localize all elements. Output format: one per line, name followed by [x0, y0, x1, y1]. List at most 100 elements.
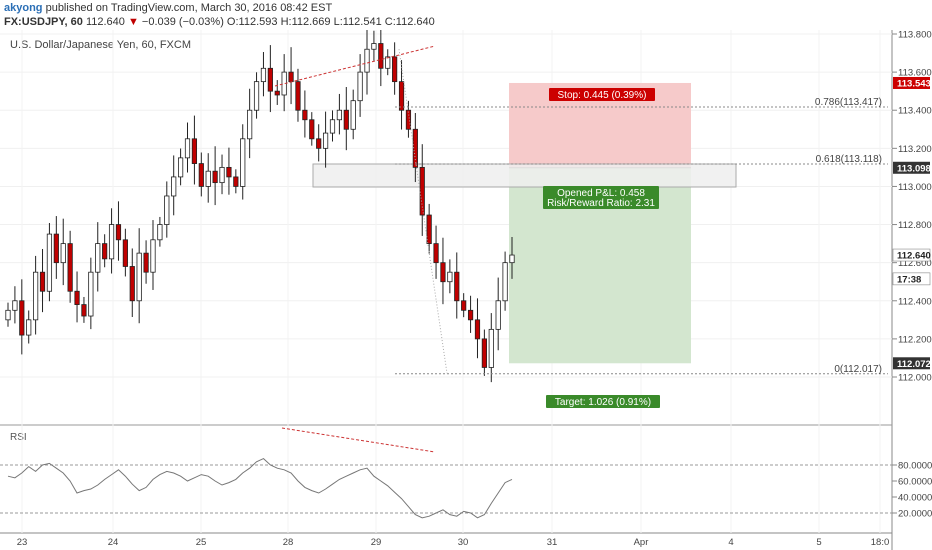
fib-level-label: 0.618(113.118) [816, 154, 882, 165]
time-tick-label: 18:0 [871, 537, 890, 548]
candle-body [447, 271, 453, 283]
chart-title: U.S. Dollar/Japanese Yen, 60, FXCM [10, 39, 191, 51]
candle-body [39, 271, 46, 292]
candle-body [316, 138, 322, 149]
open-value: 112.593 [238, 16, 278, 28]
candle-body [371, 43, 377, 50]
candle-body [219, 166, 225, 184]
candle-body [12, 300, 18, 311]
ohlc-line: FX:USDJPY, 60 112.640 ▼ −0.039 (−0.03%) … [4, 16, 435, 29]
rsi-tick-label: 40.0000 [898, 493, 932, 504]
time-tick-label: 25 [196, 537, 207, 548]
candle-body [274, 90, 280, 96]
price-tick-label: 112.000 [898, 373, 932, 384]
candle-body [247, 109, 253, 140]
target-label: Target: 1.026 (0.91%) [555, 397, 651, 408]
time-tick-label: 23 [17, 537, 28, 548]
candle-body [454, 271, 460, 302]
price-tag-box [892, 248, 931, 262]
price-axis: 112.000 112.200 112.400 112.600 112.800 113.0… [892, 30, 932, 384]
candle-body [5, 309, 11, 321]
candle-body [419, 166, 425, 216]
high-label: H: [280, 16, 292, 28]
candle-body [102, 243, 108, 260]
price-tick-label: 112.800 [898, 220, 932, 231]
time-tick-label: 30 [458, 537, 469, 548]
price-tick-label: 112.200 [898, 334, 932, 345]
symbol-label[interactable]: FX:USDJPY, 60 [4, 16, 83, 28]
candle-body [288, 71, 294, 83]
fib-trend-line [398, 49, 448, 374]
candle-body [336, 109, 342, 121]
candle-body [240, 138, 246, 187]
candle-body [67, 243, 73, 292]
time-tick-label: 31 [547, 537, 558, 548]
price-tick-label: 113.200 [898, 144, 932, 155]
candle-body [378, 43, 384, 69]
candle-body [26, 319, 32, 336]
time-tick-label: Apr [634, 537, 649, 548]
candle-body [60, 243, 66, 264]
price-tag-box [893, 76, 930, 89]
price-tag-label: 113.543 [897, 78, 931, 89]
low-label: L: [333, 16, 343, 28]
candle-body [322, 132, 329, 149]
candle-body [122, 239, 128, 267]
high-value: 112.669 [291, 16, 331, 28]
candle-body [171, 176, 177, 197]
candle-body [129, 266, 135, 302]
candle-body [440, 262, 446, 283]
candle-body [33, 271, 39, 321]
annotations: 0.786(113.417) 0.618(113.118) 0(112.017) St… [274, 45, 888, 453]
fib-level-label: 0.786(113.417) [815, 97, 882, 108]
price-tag-label: 112.072 [897, 359, 931, 370]
publish-line: akyong published on TradingView.com, Mar… [4, 2, 332, 15]
grid [0, 30, 892, 533]
price-tag-label: 17:38 [897, 274, 921, 285]
candle-body [19, 300, 25, 336]
candle-body [260, 67, 267, 83]
price-tick-label: 113.400 [898, 106, 932, 117]
candle-body [405, 109, 412, 130]
candle-body [150, 239, 156, 273]
low-value: 112.541 [342, 16, 382, 28]
candle-body [108, 224, 115, 260]
candle-body [488, 328, 494, 368]
divergence-line-price [274, 45, 436, 87]
author-link[interactable]: akyong [4, 2, 43, 14]
candle-body [343, 109, 349, 130]
rsi-title: RSI [10, 432, 27, 443]
price-tick-label: 113.800 [898, 30, 932, 41]
support-resistance-box [312, 163, 737, 188]
candle-body [295, 81, 301, 111]
stop-label-box [549, 88, 655, 101]
candle-body [474, 319, 481, 340]
candle-body [426, 214, 432, 245]
candle-body [509, 254, 515, 264]
rsi-line [7, 458, 513, 519]
price-chart[interactable]: U.S. Dollar/Japanese Yen, 60, FXCM RSI 0… [0, 30, 932, 550]
price-tick-label: 112.600 [898, 258, 932, 269]
candle-body [309, 119, 315, 140]
divergence-line-rsi [281, 427, 436, 453]
candle-body [329, 119, 336, 134]
candle-body [115, 224, 122, 241]
candle-body [392, 56, 398, 83]
price-tag-box [892, 272, 931, 286]
candle-body [364, 48, 370, 73]
rsi-tick-label: 20.0000 [898, 509, 932, 520]
risk-reward-label: Risk/Reward Ratio: 2.31 [547, 198, 655, 209]
candle-body [205, 170, 211, 187]
chart-background [0, 30, 892, 550]
candle-body [467, 309, 474, 321]
price-change: −0.039 (−0.03%) [141, 16, 224, 28]
candle-body [81, 304, 87, 317]
candle-body [226, 166, 232, 178]
pnl-label-box [543, 186, 659, 209]
time-tick-label: 28 [283, 537, 294, 548]
candle-body [385, 56, 391, 69]
candle-body [502, 262, 508, 302]
candle-body [267, 67, 273, 92]
candle-body [233, 176, 239, 187]
rsi-tick-label: 80.0000 [898, 461, 932, 472]
